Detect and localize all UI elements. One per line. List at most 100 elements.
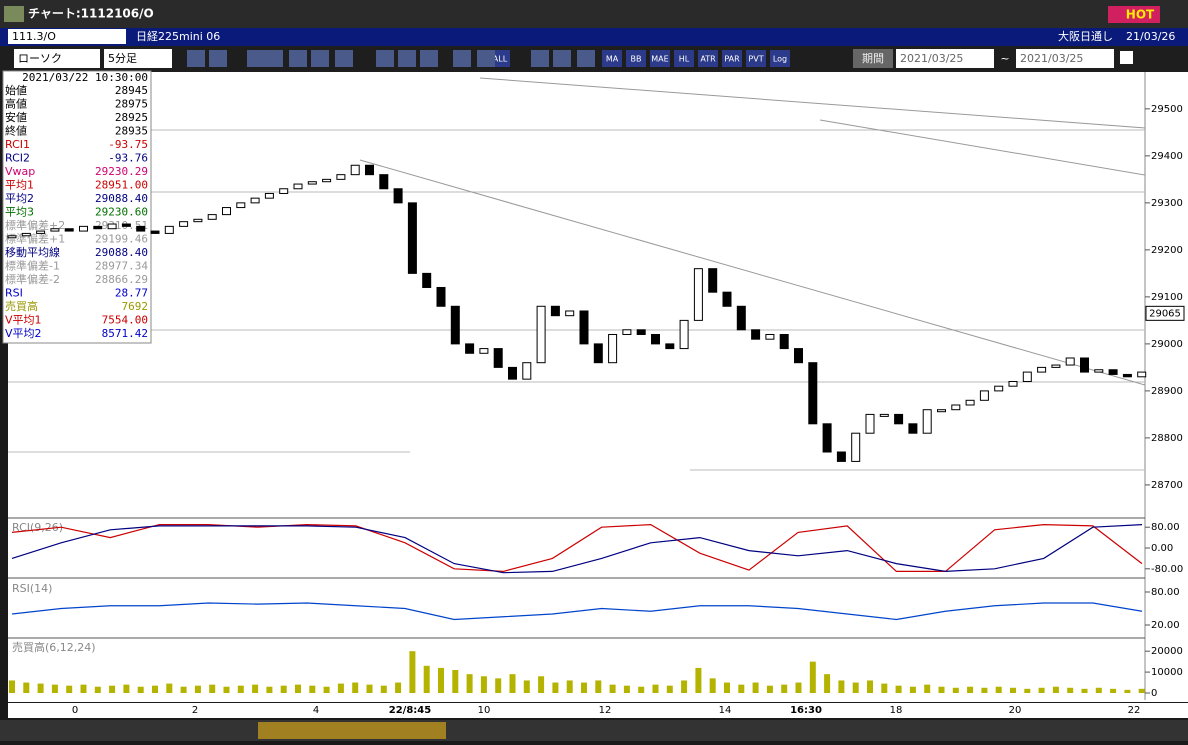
tool-icon[interactable] <box>553 50 571 67</box>
volume-bar <box>480 676 487 693</box>
candle <box>1051 364 1061 368</box>
y-tick-label: 29400 <box>1151 151 1183 162</box>
date-from-input[interactable] <box>896 49 994 68</box>
tool-icon[interactable] <box>335 50 353 67</box>
code-input[interactable] <box>8 29 126 44</box>
tool-button[interactable] <box>626 50 646 67</box>
interval: 5分足 <box>108 52 137 65</box>
chart-type-select[interactable] <box>14 49 100 68</box>
tool-button[interactable] <box>722 50 742 67</box>
volume-bar <box>166 683 173 693</box>
info-value: 8571.42 <box>102 327 148 340</box>
candle <box>393 188 403 204</box>
volume-bar <box>1110 688 1117 693</box>
info-label: RSI <box>5 287 23 300</box>
volume-bar <box>881 683 888 693</box>
volume-bar <box>366 684 373 693</box>
info-label: 平均2 <box>5 192 34 205</box>
x-tick-label: 10 <box>478 705 491 716</box>
volume-bar <box>280 685 287 693</box>
info-value: 28977.34 <box>95 260 148 273</box>
candle <box>207 214 217 220</box>
volume-bar <box>852 682 859 693</box>
y-tick-label: 29000 <box>1151 339 1183 350</box>
indicator-line <box>11 524 1143 574</box>
candle <box>751 329 761 340</box>
tool-button[interactable] <box>602 50 622 67</box>
tool-icon[interactable] <box>311 50 329 67</box>
tool-button[interactable] <box>698 50 718 67</box>
hot-button[interactable] <box>1108 6 1160 23</box>
volume-bar <box>194 685 201 693</box>
tool-icon[interactable] <box>209 50 227 67</box>
scroll-thumb[interactable] <box>258 722 446 739</box>
tool-button[interactable] <box>650 50 670 67</box>
volume-bar <box>109 685 116 693</box>
y-tick-label: 10000 <box>1151 667 1183 678</box>
tool-icon[interactable] <box>187 50 205 67</box>
info-datetime: 2021/03/22 10:30:00 <box>22 71 148 84</box>
date-to-input[interactable] <box>1016 49 1114 68</box>
instrument-name: 日経225mini 06 <box>136 30 220 43</box>
candle <box>965 399 975 406</box>
tool-button-label: ATR <box>700 55 716 64</box>
tool-button[interactable] <box>674 50 694 67</box>
candle <box>550 305 560 317</box>
volume-bar <box>66 685 73 693</box>
y-tick-label: 20000 <box>1151 646 1183 657</box>
interval-select[interactable] <box>104 49 172 68</box>
info-value: 28951.00 <box>95 179 148 192</box>
candle <box>922 409 932 434</box>
tool-icon[interactable] <box>376 50 394 67</box>
info-value: 28935 <box>115 125 148 138</box>
tool-button[interactable] <box>746 50 766 67</box>
candle <box>851 432 861 462</box>
candle <box>708 268 718 293</box>
info-label: 標準偏差-2 <box>5 272 60 286</box>
volume-bar <box>981 687 988 693</box>
candle <box>651 333 660 345</box>
info-value: 29230.29 <box>95 165 148 178</box>
candle <box>937 409 946 413</box>
info-value: -93.76 <box>108 152 148 165</box>
tool-icon[interactable] <box>453 50 471 67</box>
tool-button-label: HL <box>679 55 690 64</box>
tool-icon[interactable] <box>420 50 438 67</box>
tool-icon[interactable] <box>265 50 283 67</box>
x-tick-label: 22 <box>1128 705 1141 716</box>
candle <box>79 225 88 232</box>
candle <box>365 164 374 176</box>
volume-bar <box>466 674 473 693</box>
tool-icon[interactable] <box>289 50 307 67</box>
info-value: 29199.46 <box>95 233 148 246</box>
scrollbar[interactable] <box>0 720 1188 741</box>
info-label: 標準偏差+1 <box>5 232 65 246</box>
x-tick-label: 20 <box>1009 705 1022 716</box>
tool-icon[interactable] <box>247 50 265 67</box>
tool-button-label: BB <box>631 55 642 64</box>
tool-icon[interactable] <box>398 50 416 67</box>
x-tick-label: 18 <box>890 705 903 716</box>
tool-icon[interactable] <box>577 50 595 67</box>
volume-bar <box>752 682 759 693</box>
tool-button[interactable] <box>770 50 790 67</box>
volume-bar <box>1052 686 1059 693</box>
volume-bar <box>581 682 587 693</box>
volume-bar <box>638 686 645 693</box>
candle <box>179 221 189 227</box>
tool-icon[interactable] <box>531 50 549 67</box>
info-panel <box>2 70 152 344</box>
tool-button-label: MA <box>606 55 619 64</box>
info-label: 平均1 <box>5 179 34 192</box>
candle <box>1037 366 1047 373</box>
volume-bar <box>538 676 545 693</box>
x-axis-band <box>8 703 1188 718</box>
candle <box>121 223 131 227</box>
hot-label: HOT <box>1126 8 1155 22</box>
checkbox[interactable] <box>1120 51 1133 64</box>
tool-icon[interactable] <box>477 50 495 67</box>
info-label: 移動平均線 <box>5 245 60 259</box>
period-button[interactable] <box>853 49 893 68</box>
candle <box>693 268 703 321</box>
candle <box>722 291 732 307</box>
